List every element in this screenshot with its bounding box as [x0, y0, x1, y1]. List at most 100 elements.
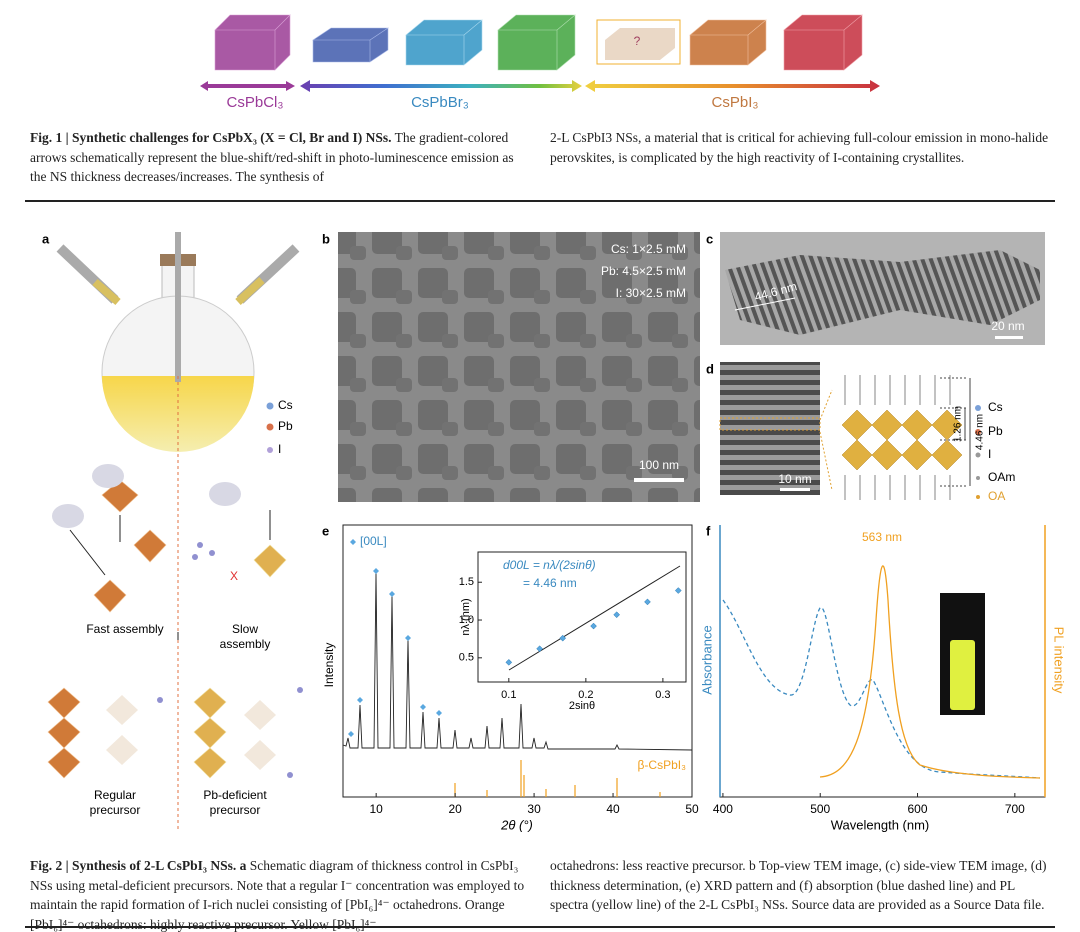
legend-label: [00L]	[360, 534, 387, 548]
layer-label: 1.26 nm	[953, 406, 964, 442]
xrd-curve	[342, 572, 693, 751]
x-tick-label: 500	[810, 802, 830, 816]
x-axis-label: 2θ (°)	[500, 817, 533, 832]
flask-schematic	[47, 232, 303, 830]
fig2-caption: octahedrons: less reactive precursor. b …	[550, 856, 1050, 915]
hrtem-image	[720, 362, 820, 495]
tem-image	[338, 232, 700, 502]
halide-label: CsPbI₃	[712, 94, 759, 111]
data-point	[559, 634, 567, 642]
y2-axis-label: PL intensity	[1052, 627, 1067, 694]
vial-glow	[950, 640, 975, 710]
fig1-caption: Fig. 1 | Synthetic challenges for CsPbX₃…	[30, 128, 525, 187]
x-tick-label: 0.3	[655, 689, 670, 701]
scale-bar	[634, 478, 684, 482]
legend-label: OAm	[988, 470, 1015, 484]
halide-label: CsPbBr₃	[411, 94, 469, 111]
concentration: Cs: 1×2.5 mM	[611, 242, 686, 256]
caption-head: Fig. 1 |	[30, 130, 69, 145]
data-point	[674, 587, 682, 594]
panel-label: e	[322, 523, 329, 538]
rule	[25, 200, 1055, 202]
legend-label: I	[278, 442, 281, 456]
fig2-caption: Fig. 2 | Synthesis of 2-L CsPbI₃ NSs. a …	[30, 856, 525, 932]
inset-y-label: nλ (nm)	[460, 598, 472, 635]
y-tick-label: 1.5	[459, 576, 474, 588]
fit-line	[508, 565, 681, 671]
panel-label: b	[322, 231, 330, 246]
data-point	[644, 598, 651, 606]
caption-head: Fig. 2 |	[30, 858, 69, 873]
x-tick-label: 50	[685, 802, 699, 816]
caption-title: Synthetic challenges for CsPbX₃ (X = Cl,…	[71, 130, 392, 145]
caption-text: The gradient-colored arrows schematicall…	[30, 130, 514, 184]
scale-bar	[995, 336, 1023, 339]
inset-bg	[463, 545, 690, 700]
y-tick-label: 1.0	[459, 614, 474, 626]
rule	[25, 926, 1055, 928]
panel-label: a	[42, 231, 50, 246]
x-axis-label: Wavelength (nm)	[831, 817, 930, 832]
precursor-label: Pb-deficient precursor	[203, 788, 267, 817]
legend-label: Pb	[278, 419, 293, 433]
data-point	[505, 658, 513, 666]
y-axis-label: Intensity	[322, 643, 336, 688]
peak-label: 563 nm	[862, 530, 902, 544]
x-tick-label: 10	[369, 802, 383, 816]
x-tick-label: 30	[527, 802, 541, 816]
scale-bar	[780, 488, 810, 491]
plot-frame	[342, 524, 693, 798]
step-label: Slow assembly	[219, 622, 271, 651]
x-tick-label: 40	[606, 802, 620, 816]
panel-label: c	[706, 231, 713, 246]
data-point	[613, 611, 621, 619]
data-point	[590, 622, 597, 630]
caption-text: octahedrons: less reactive precursor. b …	[550, 858, 1047, 912]
legend-label: Pb	[988, 424, 1003, 438]
reference-sticks	[454, 760, 661, 797]
concentration: Pb: 4.5×2.5 mM	[601, 264, 686, 278]
precursor-label: Regular precursor	[89, 788, 141, 817]
formula: d00L = nλ/(2sinθ)	[503, 558, 596, 572]
pl-curve	[819, 565, 1041, 779]
caption-text: 2-L CsPbI3 NSs, a material that is criti…	[550, 130, 1049, 165]
caption-title: Synthesis of 2-L CsPbI₃ NSs.	[71, 858, 237, 873]
caption-letter: a	[239, 858, 247, 873]
legend-label: Cs	[988, 400, 1003, 414]
nanosheet-stack	[725, 250, 1040, 335]
absorbance-curve	[722, 599, 1041, 779]
scale-label: 100 nm	[639, 458, 679, 472]
fig1-caption: 2-L CsPbI3 NSs, a material that is criti…	[550, 128, 1050, 167]
y-tick-label: 0.5	[459, 652, 474, 664]
panel-label: f	[706, 523, 711, 538]
reference-label: β-CsPbI₃	[638, 758, 687, 772]
thickness-label: 4.46 nm	[975, 414, 986, 450]
cross-mark: X	[230, 569, 238, 583]
legend-label: OA	[988, 489, 1005, 503]
inset-frame	[477, 551, 687, 683]
x-tick-label: 600	[908, 802, 928, 816]
scale-label: 20 nm	[991, 319, 1024, 333]
unknown-mark: ?	[634, 34, 641, 48]
caption-text: Schematic diagram of thickness control i…	[30, 858, 525, 932]
peak-markers	[348, 539, 442, 737]
formula-result: = 4.46 nm	[523, 576, 577, 590]
crystal-blocks	[200, 14, 880, 92]
x-tick-label: 700	[1005, 802, 1025, 816]
layer-box	[719, 417, 821, 431]
x-tick-label: 20	[448, 802, 462, 816]
inset-x-label: 2sinθ	[569, 700, 595, 712]
x-tick-label: 400	[713, 802, 733, 816]
panel-label: d	[706, 361, 714, 376]
data-point	[536, 645, 543, 653]
x-tick-label: 0.1	[501, 689, 516, 701]
x-tick-label: 0.2	[578, 689, 593, 701]
legend-label: Cs	[278, 398, 293, 412]
scale-label: 10 nm	[778, 472, 811, 486]
y-axis-label: Absorbance	[699, 625, 714, 694]
lattice-schematic	[819, 375, 981, 500]
measure-line	[734, 297, 796, 311]
concentration: I: 30×2.5 mM	[616, 286, 686, 300]
